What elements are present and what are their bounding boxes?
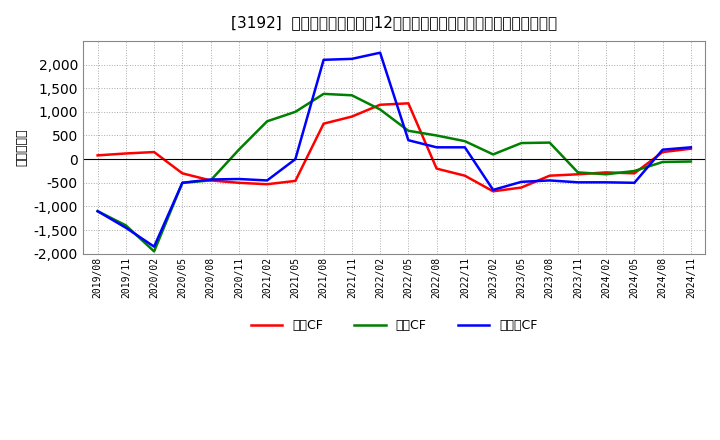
- 営業CF: [687, 146, 696, 151]
- 投資CF: [687, 159, 696, 164]
- 営業CF: [574, 172, 582, 177]
- Line: 営業CF: 営業CF: [98, 103, 691, 191]
- 営業CF: [348, 114, 356, 119]
- 投資CF: [461, 139, 469, 144]
- 営業CF: [545, 173, 554, 178]
- フリーCF: [687, 145, 696, 150]
- フリーCF: [376, 50, 384, 55]
- 営業CF: [630, 171, 639, 176]
- 投資CF: [291, 109, 300, 114]
- フリーCF: [658, 147, 667, 152]
- 投資CF: [178, 180, 186, 185]
- 営業CF: [432, 166, 441, 171]
- フリーCF: [517, 179, 526, 184]
- 投資CF: [432, 133, 441, 138]
- Title: [3192]  キャッシュフローの12か月移動合計の対前年同期増減額の推移: [3192] キャッシュフローの12か月移動合計の対前年同期増減額の推移: [231, 15, 557, 30]
- 営業CF: [207, 178, 215, 183]
- フリーCF: [291, 157, 300, 162]
- フリーCF: [150, 244, 158, 249]
- Legend: 営業CF, 投資CF, フリーCF: 営業CF, 投資CF, フリーCF: [246, 314, 542, 337]
- 営業CF: [489, 189, 498, 194]
- 投資CF: [630, 169, 639, 174]
- フリーCF: [489, 187, 498, 193]
- フリーCF: [178, 180, 186, 185]
- 投資CF: [235, 147, 243, 152]
- Line: 投資CF: 投資CF: [98, 94, 691, 251]
- フリーCF: [207, 177, 215, 182]
- 投資CF: [319, 91, 328, 96]
- 営業CF: [517, 185, 526, 190]
- 投資CF: [263, 119, 271, 124]
- 投資CF: [404, 128, 413, 133]
- 投資CF: [348, 93, 356, 98]
- 営業CF: [602, 170, 611, 175]
- フリーCF: [461, 145, 469, 150]
- 営業CF: [291, 178, 300, 183]
- 営業CF: [404, 101, 413, 106]
- 営業CF: [319, 121, 328, 126]
- 営業CF: [178, 171, 186, 176]
- 投資CF: [517, 140, 526, 146]
- 投資CF: [658, 159, 667, 165]
- フリーCF: [545, 178, 554, 183]
- 投資CF: [602, 172, 611, 177]
- Line: フリーCF: フリーCF: [98, 53, 691, 247]
- 営業CF: [658, 150, 667, 155]
- フリーCF: [319, 57, 328, 62]
- 投資CF: [150, 249, 158, 254]
- 営業CF: [235, 180, 243, 185]
- フリーCF: [630, 180, 639, 185]
- 営業CF: [94, 153, 102, 158]
- 営業CF: [461, 173, 469, 178]
- フリーCF: [122, 225, 130, 231]
- 投資CF: [574, 170, 582, 175]
- フリーCF: [94, 209, 102, 214]
- 投資CF: [122, 223, 130, 228]
- フリーCF: [348, 56, 356, 62]
- フリーCF: [602, 180, 611, 185]
- 営業CF: [376, 102, 384, 107]
- 営業CF: [150, 150, 158, 155]
- 投資CF: [376, 107, 384, 112]
- 投資CF: [545, 140, 554, 145]
- フリーCF: [574, 180, 582, 185]
- フリーCF: [432, 145, 441, 150]
- 投資CF: [489, 152, 498, 157]
- 投資CF: [207, 178, 215, 183]
- フリーCF: [235, 176, 243, 182]
- フリーCF: [263, 178, 271, 183]
- 営業CF: [122, 151, 130, 156]
- 営業CF: [263, 182, 271, 187]
- Y-axis label: （百万円）: （百万円）: [15, 128, 28, 166]
- フリーCF: [404, 138, 413, 143]
- 投資CF: [94, 209, 102, 214]
